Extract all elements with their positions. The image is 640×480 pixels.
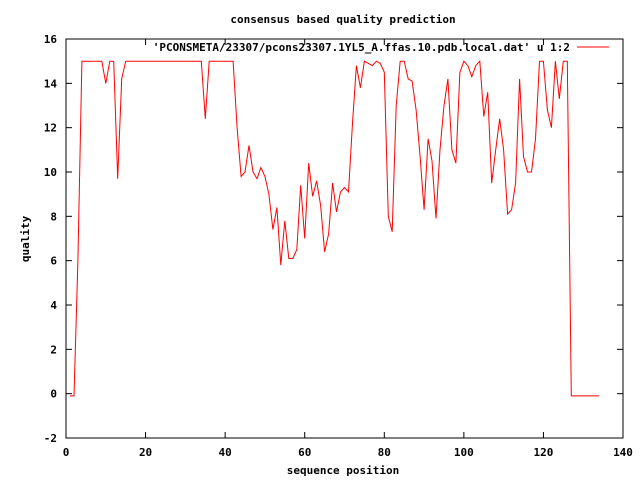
y-tick-label: -2	[44, 432, 57, 445]
y-tick-label: 2	[50, 343, 57, 356]
y-tick-label: 4	[50, 299, 57, 312]
y-tick-label: 8	[50, 210, 57, 223]
y-tick-label: 0	[50, 388, 57, 401]
legend-label: 'PCONSMETA/23307/pcons23307.1YL5_A.ffas.…	[153, 41, 570, 54]
y-tick-label: 14	[44, 77, 58, 90]
x-tick-label: 60	[298, 446, 311, 459]
x-tick-label: 80	[378, 446, 391, 459]
plot-frame	[65, 38, 624, 439]
series-line	[70, 60, 600, 397]
x-tick-label: 40	[219, 446, 232, 459]
y-tick-label: 12	[44, 122, 57, 135]
x-tick-label: 140	[613, 446, 633, 459]
x-tick-label: 120	[533, 446, 553, 459]
y-tick-label: 6	[50, 255, 57, 268]
x-tick-label: 20	[139, 446, 152, 459]
chart-title: consensus based quality prediction	[230, 13, 455, 26]
y-axis-label: quality	[19, 215, 32, 262]
legend: 'PCONSMETA/23307/pcons23307.1YL5_A.ffas.…	[153, 41, 609, 54]
y-tick-label: 16	[44, 33, 58, 46]
x-axis-label: sequence position	[287, 464, 400, 477]
y-tick-label: 10	[44, 166, 57, 179]
x-tick-label: 0	[63, 446, 70, 459]
x-tick-label: 100	[454, 446, 474, 459]
